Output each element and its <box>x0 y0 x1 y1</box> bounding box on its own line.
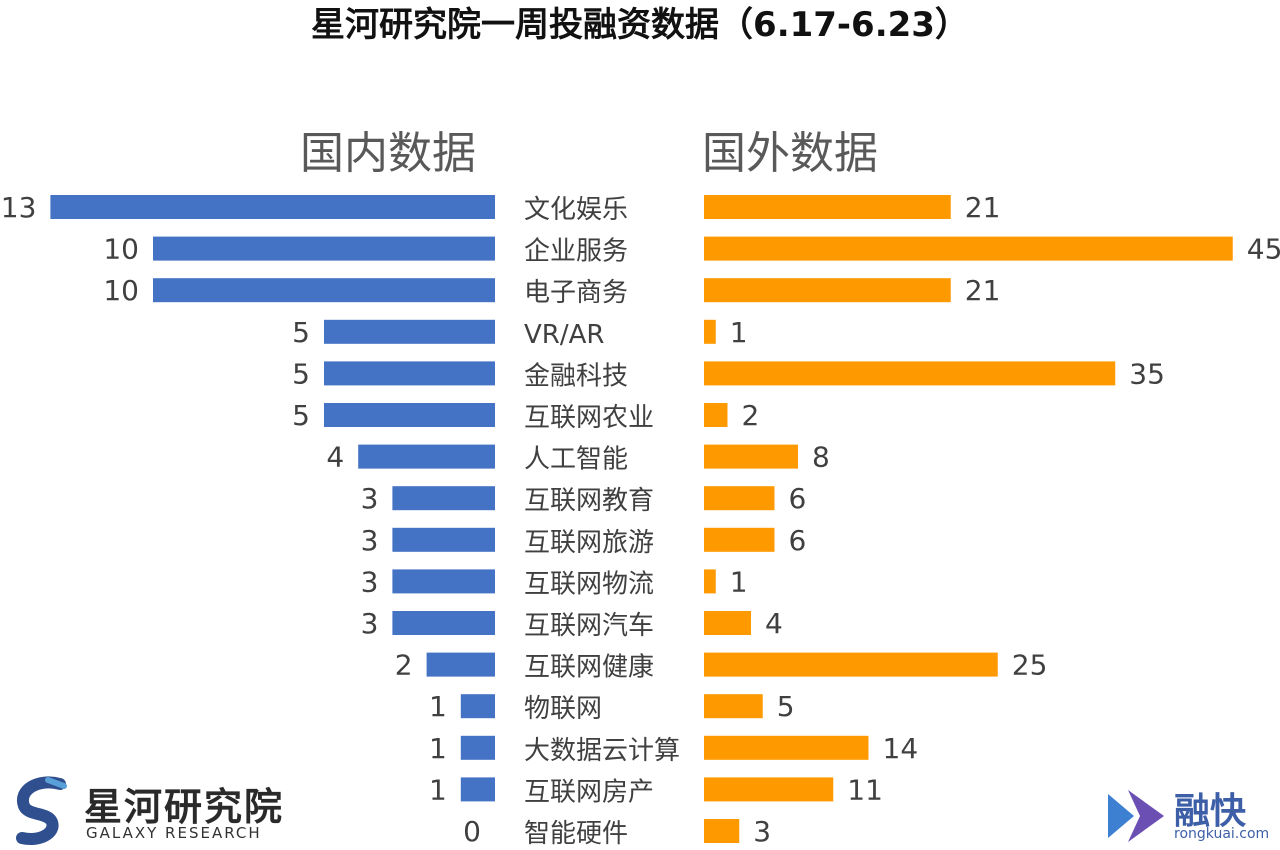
domestic-value-label: 1 <box>429 732 447 765</box>
foreign-value-label: 11 <box>847 773 883 806</box>
foreign-bar <box>704 527 775 552</box>
category-label: 文化娱乐 <box>524 195 628 225</box>
category-label: 互联网教育 <box>524 486 654 516</box>
foreign-bar <box>704 236 1233 261</box>
foreign-bar <box>704 319 716 344</box>
domestic-value-label: 3 <box>361 565 379 598</box>
domestic-value-label: 13 <box>1 191 37 224</box>
domestic-bar <box>392 527 495 552</box>
category-label: 互联网房产 <box>524 777 654 807</box>
domestic-value-label: 3 <box>361 482 379 515</box>
foreign-value-label: 5 <box>777 690 795 723</box>
category-label: 大数据云计算 <box>524 736 680 766</box>
domestic-bar <box>392 569 495 594</box>
galaxy-research-logo: 星河研究院 GALAXY RESEARCH <box>8 774 308 850</box>
foreign-bar <box>704 569 716 594</box>
category-label: VR/AR <box>524 320 604 350</box>
foreign-bar <box>704 361 1116 386</box>
logo-right-name: 融快 <box>1174 791 1247 832</box>
chart-title: 星河研究院一周投融资数据（6.17-6.23） <box>311 5 969 45</box>
rongkuai-arrow-icon <box>1108 790 1164 842</box>
category-label: 物联网 <box>524 694 602 724</box>
category-label: 互联网汽车 <box>524 611 654 641</box>
domestic-value-label: 10 <box>103 274 139 307</box>
foreign-bar <box>704 611 751 635</box>
foreign-value-label: 1 <box>730 316 748 349</box>
rongkuai-logo: 融快 rongkuai.com <box>1104 782 1280 848</box>
foreign-bar <box>704 444 798 469</box>
foreign-value-label: 4 <box>765 607 783 640</box>
category-label: 人工智能 <box>524 445 628 475</box>
domestic-bar <box>460 777 495 802</box>
category-label: 金融科技 <box>524 361 628 391</box>
domestic-value-label: 5 <box>292 316 310 349</box>
foreign-value-label: 21 <box>965 274 1001 307</box>
domestic-bar <box>392 486 495 511</box>
domestic-bar <box>324 319 495 344</box>
foreign-bar <box>704 195 951 219</box>
foreign-value-label: 14 <box>883 732 919 765</box>
foreign-bar <box>704 486 775 511</box>
logo-right-url: rongkuai.com <box>1174 826 1270 842</box>
category-label: 互联网健康 <box>524 653 654 683</box>
domestic-value-label: 1 <box>429 773 447 806</box>
category-label: 互联网旅游 <box>524 528 654 558</box>
foreign-value-label: 6 <box>789 524 807 557</box>
logo-left-subtitle: GALAXY RESEARCH <box>86 824 262 842</box>
foreign-value-label: 45 <box>1247 233 1280 266</box>
domestic-value-label: 2 <box>395 649 413 682</box>
domestic-value-label: 0 <box>463 815 481 848</box>
foreign-value-label: 6 <box>789 482 807 515</box>
category-label: 智能硬件 <box>524 819 628 849</box>
foreign-bar <box>704 278 951 303</box>
foreign-value-label: 35 <box>1129 357 1165 390</box>
foreign-header: 国外数据 <box>702 128 878 179</box>
domestic-bar <box>392 611 495 635</box>
foreign-bar <box>704 403 728 427</box>
domestic-bar <box>153 236 495 261</box>
domestic-bar <box>426 652 495 677</box>
domestic-value-label: 4 <box>326 441 344 474</box>
domestic-bar <box>358 444 495 469</box>
domestic-header: 国内数据 <box>300 128 476 179</box>
category-label: 互联网农业 <box>524 403 654 433</box>
foreign-bar <box>704 735 869 760</box>
foreign-bar <box>704 652 998 677</box>
category-label: 互联网物流 <box>524 569 654 599</box>
foreign-value-label: 3 <box>753 815 771 848</box>
domestic-bar <box>460 694 495 719</box>
foreign-value-label: 8 <box>812 441 830 474</box>
domestic-value-label: 5 <box>292 357 310 390</box>
domestic-bar <box>153 278 495 303</box>
domestic-bar <box>50 195 496 219</box>
foreign-bar <box>704 777 834 802</box>
domestic-bar <box>324 361 495 386</box>
foreign-value-label: 1 <box>730 565 748 598</box>
domestic-value-label: 5 <box>292 399 310 432</box>
galaxy-s-icon <box>16 776 67 845</box>
foreign-value-label: 21 <box>965 191 1001 224</box>
logo-left-name: 星河研究院 <box>84 785 285 829</box>
domestic-value-label: 10 <box>103 233 139 266</box>
foreign-bar <box>704 819 740 843</box>
domestic-value-label: 3 <box>361 524 379 557</box>
domestic-value-label: 3 <box>361 607 379 640</box>
domestic-bar <box>460 735 495 760</box>
domestic-bar <box>324 403 495 427</box>
foreign-value-label: 25 <box>1012 649 1048 682</box>
domestic-value-label: 1 <box>429 690 447 723</box>
foreign-value-label: 2 <box>742 399 760 432</box>
category-label: 企业服务 <box>524 237 628 267</box>
foreign-bar <box>704 694 763 719</box>
category-label: 电子商务 <box>524 278 628 308</box>
